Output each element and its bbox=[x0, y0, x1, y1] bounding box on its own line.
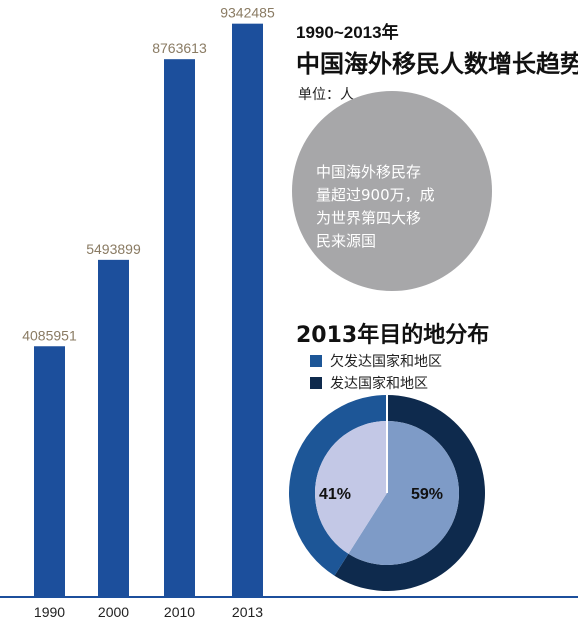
x-tick-1990: 1990 bbox=[34, 604, 65, 620]
donut-inner-developing bbox=[315, 421, 387, 554]
legend-swatch-developed bbox=[310, 377, 322, 389]
callout-line-1: 中国海外移民存 bbox=[316, 163, 421, 181]
legend-label-developed: 发达国家和地区 bbox=[330, 375, 428, 392]
callout-line-3: 为世界第四大移 bbox=[316, 209, 421, 227]
donut-ring-developed bbox=[334, 395, 486, 591]
bar-value-label-2000: 5493899 bbox=[86, 241, 141, 257]
callout-circle bbox=[292, 91, 492, 291]
distribution-title: 2013年目的地分布 bbox=[296, 322, 489, 348]
callout-line-2: 量超过900万，成 bbox=[316, 186, 435, 204]
pct-label-developing: 41% bbox=[319, 486, 351, 503]
pct-label-developed: 59% bbox=[411, 486, 443, 503]
bar-value-label-1990: 4085951 bbox=[22, 327, 77, 343]
bar-2000 bbox=[98, 259, 129, 597]
donut-inner-developed bbox=[348, 421, 459, 566]
callout-line-4: 民来源国 bbox=[316, 232, 376, 250]
donut-ring-developing bbox=[289, 395, 387, 576]
legend-label-developing: 欠发达国家和地区 bbox=[330, 353, 442, 370]
bar-value-label-2013: 9342485 bbox=[220, 5, 275, 21]
range-title: 1990~2013年 bbox=[296, 22, 399, 42]
bar-value-label-2010: 8763613 bbox=[152, 40, 207, 56]
bar-series: 4085951 1990 5493899 2000 8763613 2010 9342485… bbox=[22, 5, 275, 620]
unit-label: 单位：人 bbox=[298, 87, 354, 103]
bar-2010 bbox=[164, 59, 195, 597]
x-tick-2013: 2013 bbox=[232, 604, 263, 620]
chart-title: 中国海外移民人数增长趋势 bbox=[296, 50, 578, 78]
bar-2013 bbox=[232, 23, 263, 598]
legend-swatch-developing bbox=[310, 355, 322, 367]
bar-1990 bbox=[34, 346, 65, 597]
x-tick-2000: 2000 bbox=[98, 604, 129, 620]
x-tick-2010: 2010 bbox=[164, 604, 195, 620]
distribution-donut: 41% 59% bbox=[289, 395, 486, 591]
